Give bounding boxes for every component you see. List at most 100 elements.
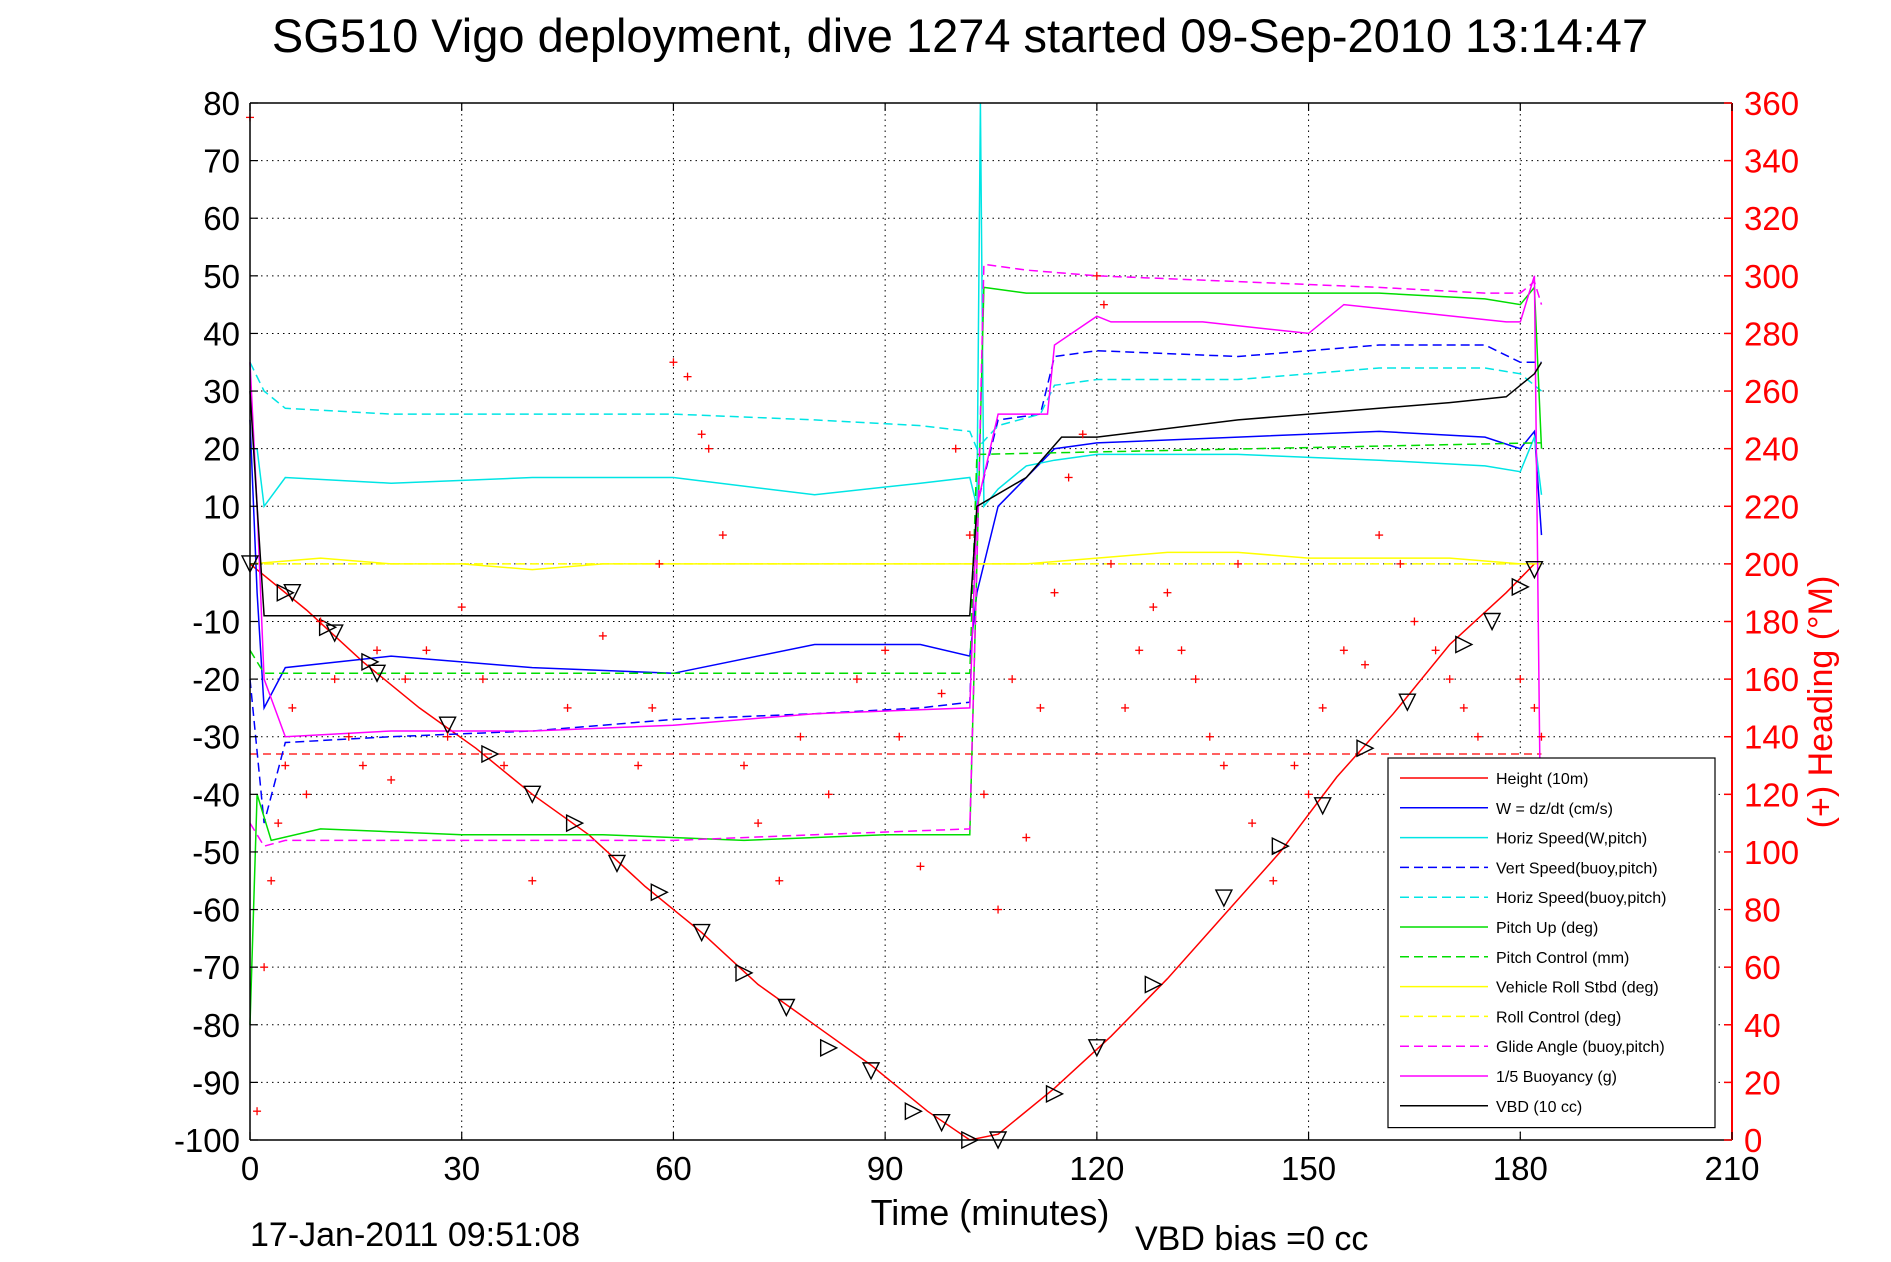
heading-marker xyxy=(1008,675,1017,684)
x-tick-label: 120 xyxy=(1069,1150,1124,1187)
marker-triangle-down xyxy=(1087,1039,1106,1058)
marker-triangle-right xyxy=(735,963,754,983)
heading-marker xyxy=(634,761,643,770)
marker-triangle-right xyxy=(318,618,338,637)
heading-marker xyxy=(1177,646,1186,655)
footer-vbd-bias: VBD bias =0 cc xyxy=(1135,1220,1368,1258)
right-y-tick-label: 120 xyxy=(1744,776,1799,813)
marker-triangle-right xyxy=(1271,837,1290,856)
marker-triangle-right xyxy=(650,883,669,902)
heading-marker xyxy=(1205,732,1214,741)
heading-marker xyxy=(895,732,904,741)
right-y-tick-label: 0 xyxy=(1744,1122,1762,1159)
footer-date: 17-Jan-2011 09:51:08 xyxy=(250,1216,580,1254)
right-y-tick-label: 140 xyxy=(1744,719,1799,756)
series-line-1-5-buoyancy-g xyxy=(249,275,1543,910)
right-y-tick-label: 340 xyxy=(1744,143,1799,180)
right-y-tick-label: 260 xyxy=(1744,373,1799,410)
x-tick-label: 60 xyxy=(655,1150,692,1187)
heading-marker xyxy=(288,703,297,712)
chart-title: SG510 Vigo deployment, dive 1274 started… xyxy=(272,9,1648,62)
marker-triangle-right xyxy=(1511,577,1530,597)
y-tick-label: -70 xyxy=(192,949,240,986)
marker-triangle-right xyxy=(1455,635,1474,654)
x-tick-label: 90 xyxy=(867,1150,904,1187)
heading-marker xyxy=(1304,790,1313,799)
marker-triangle-down xyxy=(523,785,542,804)
right-y-tick-label: 280 xyxy=(1744,315,1799,352)
marker-triangle-right xyxy=(1356,739,1375,758)
y-tick-label: 20 xyxy=(203,431,240,468)
heading-marker xyxy=(1269,876,1278,885)
heading-marker xyxy=(1191,675,1200,684)
heading-marker xyxy=(1445,675,1454,684)
y-tick-label: 70 xyxy=(203,143,240,180)
heading-marker xyxy=(796,732,805,741)
marker-triangle-down xyxy=(1525,560,1544,580)
marker-triangle-down xyxy=(607,854,627,874)
heading-marker xyxy=(387,775,396,784)
y-tick-label: -50 xyxy=(192,834,240,871)
heading-marker xyxy=(648,703,657,712)
legend-label: Roll Control (deg) xyxy=(1496,1009,1621,1026)
heading-marker xyxy=(824,790,833,799)
heading-marker xyxy=(1396,559,1405,568)
marker-triangle-right xyxy=(1045,1084,1065,1104)
x-tick-label: 150 xyxy=(1281,1150,1336,1187)
right-y-tick-label: 160 xyxy=(1744,661,1799,698)
heading-marker xyxy=(457,603,466,612)
right-y-tick-label: 240 xyxy=(1744,431,1799,468)
heading-marker xyxy=(1078,430,1087,439)
right-y-tick-label: 200 xyxy=(1744,546,1799,583)
right-y-tick-label: 220 xyxy=(1744,488,1799,525)
marker-triangle-down xyxy=(777,998,796,1018)
right-y-tick-label: 20 xyxy=(1744,1064,1781,1101)
heading-marker xyxy=(1092,271,1101,280)
marker-triangle-down xyxy=(325,624,344,643)
legend-label: Horiz Speed(W,pitch) xyxy=(1496,831,1647,848)
heading-marker xyxy=(1135,646,1144,655)
heading-marker xyxy=(965,531,974,540)
heading-marker xyxy=(316,617,325,626)
heading-marker xyxy=(1022,833,1031,842)
y-tick-label: -80 xyxy=(192,1007,240,1044)
y-tick-label: 50 xyxy=(203,258,240,295)
heading-marker xyxy=(401,675,410,684)
right-y-tick-label: 80 xyxy=(1744,892,1781,929)
heading-marker xyxy=(852,675,861,684)
legend-label: 1/5 Buoyancy (g) xyxy=(1496,1069,1617,1086)
marker-triangle-right xyxy=(481,744,500,764)
legend-label: Vehicle Roll Stbd (deg) xyxy=(1496,980,1659,997)
heading-marker xyxy=(1290,761,1299,770)
x-tick-label: 0 xyxy=(241,1150,259,1187)
heading-marker xyxy=(302,790,311,799)
marker-triangle-down xyxy=(438,716,457,735)
marker-triangle-down xyxy=(283,583,302,603)
marker-triangle-down xyxy=(692,923,711,943)
heading-marker xyxy=(1431,646,1440,655)
y-tick-label: 0 xyxy=(222,546,240,583)
legend-label: VBD (10 cc) xyxy=(1496,1099,1582,1116)
x-tick-label: 30 xyxy=(443,1150,480,1187)
series-line-horiz-speed-buoy-pitch xyxy=(249,361,1542,451)
heading-marker xyxy=(704,444,713,453)
legend-box xyxy=(1387,757,1716,1129)
heading-marker xyxy=(330,675,339,684)
marker-triangle-down xyxy=(1313,797,1332,816)
right-y-tick-label: 180 xyxy=(1744,604,1799,641)
heading-marker xyxy=(994,905,1003,914)
y-tick-label: -30 xyxy=(192,719,240,756)
heading-marker xyxy=(1149,603,1158,612)
heading-marker xyxy=(1375,531,1384,540)
heading-marker xyxy=(260,963,269,972)
y-tick-label: -100 xyxy=(174,1122,240,1159)
series-line-glide-angle-buoy-pitch xyxy=(249,263,1543,848)
heading-marker xyxy=(267,876,276,885)
y-tick-label: -40 xyxy=(192,776,240,813)
x-tick-label: 210 xyxy=(1704,1150,1759,1187)
marker-triangle-down xyxy=(367,664,387,683)
heading-marker xyxy=(979,790,988,799)
heading-marker xyxy=(274,819,283,828)
x-tick-label: 180 xyxy=(1493,1150,1548,1187)
heading-marker xyxy=(740,761,748,770)
